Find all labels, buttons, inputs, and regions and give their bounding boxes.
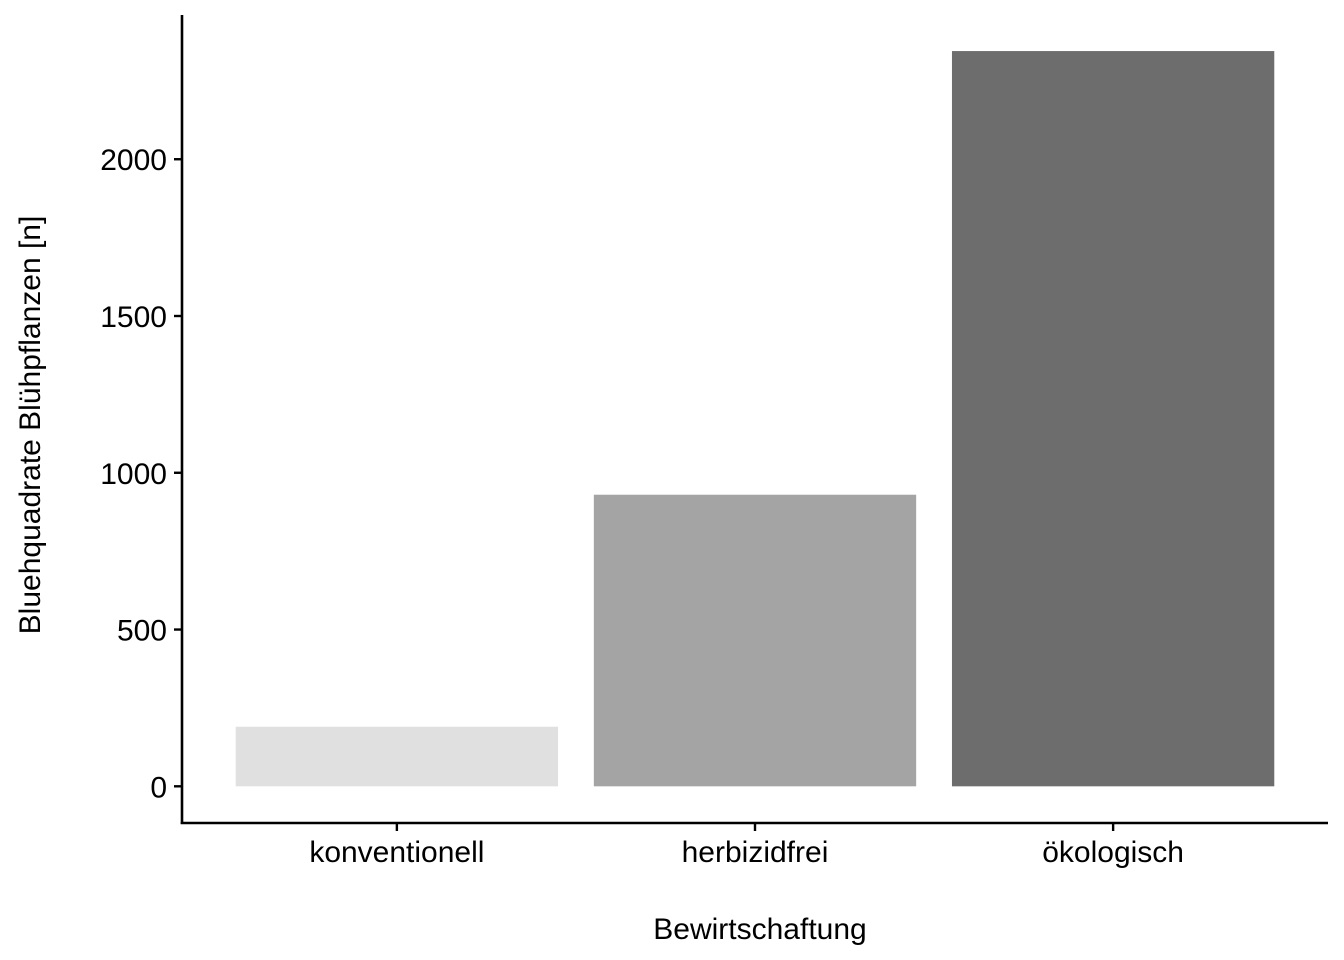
y-axis-title: Bluehquadrate Blühpflanzen [n] [14, 216, 47, 635]
x-tick-label: konventionell [309, 836, 484, 869]
bars-group [235, 51, 1275, 787]
bar-herbizidfrei [593, 494, 917, 787]
bar-konventionell [235, 726, 559, 787]
bar-ökologisch [951, 51, 1275, 787]
x-axis-title: Bewirtschaftung [653, 913, 866, 946]
y-tick-label: 1000 [100, 458, 167, 491]
x-tick-label: herbizidfrei [682, 836, 829, 869]
y-tick-label: 0 [150, 771, 167, 804]
x-tick-label: ökologisch [1042, 836, 1184, 869]
y-axis-ticks: 0 500 1000 1500 2000 [100, 144, 182, 804]
y-tick-label: 1500 [100, 301, 167, 334]
x-axis-ticks: konventionell herbizidfrei ökologisch [309, 823, 1184, 869]
y-tick-label: 2000 [100, 144, 167, 177]
y-tick-label: 500 [117, 615, 167, 648]
